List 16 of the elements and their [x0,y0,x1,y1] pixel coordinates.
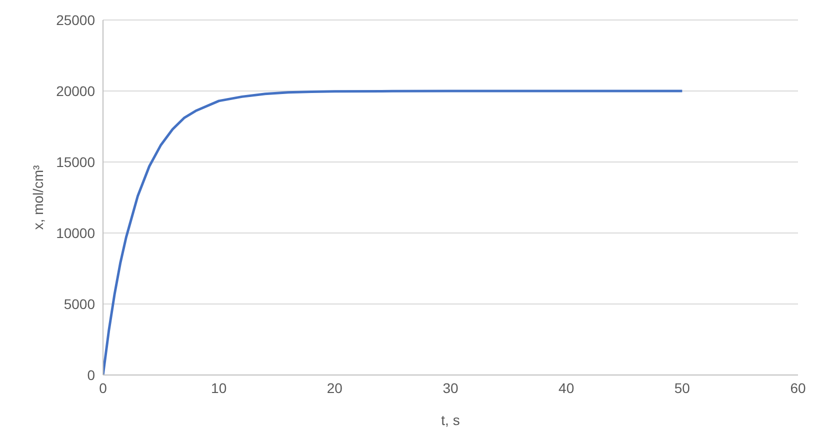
x-tick-label: 20 [326,380,343,396]
y-tick-label: 25000 [56,12,96,28]
line-series [103,90,684,375]
x-tick-label: 0 [99,380,108,396]
x-tick-label: 60 [790,380,806,396]
y-axis-title: x, mol/cm³ [30,164,46,230]
y-tick-label: 5000 [64,296,96,312]
y-tick-label: 10000 [56,224,96,241]
x-tick-label: 50 [674,380,690,396]
y-tick-label: 20000 [56,82,96,99]
x-tick-label: 10 [211,380,227,396]
y-tick-label: 15000 [56,154,96,170]
x-axis-title: t, s [441,412,460,428]
x-tick-label: 30 [442,380,458,396]
x-tick-label: 40 [558,380,574,396]
y-tick-label: 0 [87,366,96,383]
